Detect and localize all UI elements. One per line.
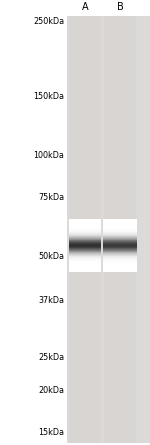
Bar bbox=[69, 224, 101, 225]
Bar bbox=[103, 266, 137, 267]
Bar bbox=[103, 240, 137, 241]
Bar bbox=[103, 249, 137, 250]
Text: A: A bbox=[81, 3, 88, 12]
Text: 37kDa: 37kDa bbox=[39, 296, 64, 305]
Bar bbox=[69, 252, 101, 253]
Bar bbox=[69, 244, 101, 245]
Bar bbox=[69, 218, 101, 219]
Text: 50kDa: 50kDa bbox=[39, 252, 64, 261]
Bar bbox=[69, 264, 101, 265]
Bar bbox=[103, 234, 137, 235]
Text: 75kDa: 75kDa bbox=[38, 193, 64, 202]
Bar bbox=[103, 256, 137, 257]
Bar bbox=[103, 224, 137, 225]
Text: 25kDa: 25kDa bbox=[38, 353, 64, 363]
Bar bbox=[69, 232, 101, 233]
Bar bbox=[103, 242, 137, 243]
Text: 150kDa: 150kDa bbox=[33, 92, 64, 101]
Bar bbox=[69, 225, 101, 226]
Bar bbox=[103, 255, 137, 256]
Bar bbox=[103, 261, 137, 262]
Bar bbox=[103, 231, 137, 232]
Bar bbox=[104, 16, 136, 443]
Bar bbox=[69, 226, 101, 227]
Bar bbox=[69, 220, 101, 221]
Bar bbox=[69, 257, 101, 258]
Bar bbox=[103, 250, 137, 251]
Bar bbox=[103, 241, 137, 242]
Bar bbox=[69, 271, 101, 272]
Bar bbox=[103, 263, 137, 264]
Bar bbox=[69, 234, 101, 235]
Text: B: B bbox=[117, 3, 123, 12]
Bar bbox=[69, 246, 101, 247]
Bar bbox=[103, 247, 137, 248]
Bar bbox=[103, 239, 137, 240]
Bar bbox=[69, 231, 101, 232]
Bar bbox=[103, 265, 137, 266]
Bar bbox=[103, 218, 137, 219]
Bar bbox=[69, 270, 101, 271]
Bar bbox=[69, 254, 101, 255]
Bar bbox=[103, 252, 137, 253]
Text: 20kDa: 20kDa bbox=[39, 386, 64, 395]
Bar bbox=[69, 242, 101, 243]
Bar bbox=[103, 248, 137, 249]
Bar bbox=[103, 268, 137, 269]
Bar bbox=[69, 249, 101, 250]
Bar bbox=[69, 247, 101, 248]
Bar bbox=[69, 222, 101, 223]
Bar bbox=[69, 233, 101, 234]
Bar bbox=[103, 271, 137, 272]
Text: 15kDa: 15kDa bbox=[39, 428, 64, 437]
Bar bbox=[103, 225, 137, 226]
Bar bbox=[69, 250, 101, 251]
Bar bbox=[69, 248, 101, 249]
Bar bbox=[69, 241, 101, 242]
Bar bbox=[103, 244, 137, 245]
Bar bbox=[69, 223, 101, 224]
Bar bbox=[69, 255, 101, 256]
Text: 100kDa: 100kDa bbox=[34, 151, 64, 160]
Bar bbox=[103, 259, 137, 260]
Bar bbox=[69, 239, 101, 240]
Bar bbox=[103, 222, 137, 223]
Bar bbox=[69, 258, 101, 259]
Bar bbox=[103, 246, 137, 247]
Bar bbox=[69, 261, 101, 262]
Bar bbox=[103, 232, 137, 233]
Bar bbox=[69, 263, 101, 264]
Bar bbox=[103, 254, 137, 255]
Bar bbox=[69, 265, 101, 266]
Bar bbox=[103, 257, 137, 258]
Bar bbox=[69, 256, 101, 257]
Bar bbox=[67, 16, 150, 443]
Bar bbox=[69, 268, 101, 269]
Text: 250kDa: 250kDa bbox=[33, 17, 64, 26]
Bar bbox=[103, 226, 137, 227]
Bar bbox=[69, 266, 101, 267]
Bar bbox=[69, 240, 101, 241]
Bar bbox=[103, 220, 137, 221]
Bar bbox=[103, 270, 137, 271]
Bar bbox=[69, 16, 101, 443]
Bar bbox=[103, 264, 137, 265]
Bar bbox=[103, 233, 137, 234]
Bar bbox=[103, 258, 137, 259]
Bar bbox=[103, 223, 137, 224]
Bar bbox=[69, 259, 101, 260]
